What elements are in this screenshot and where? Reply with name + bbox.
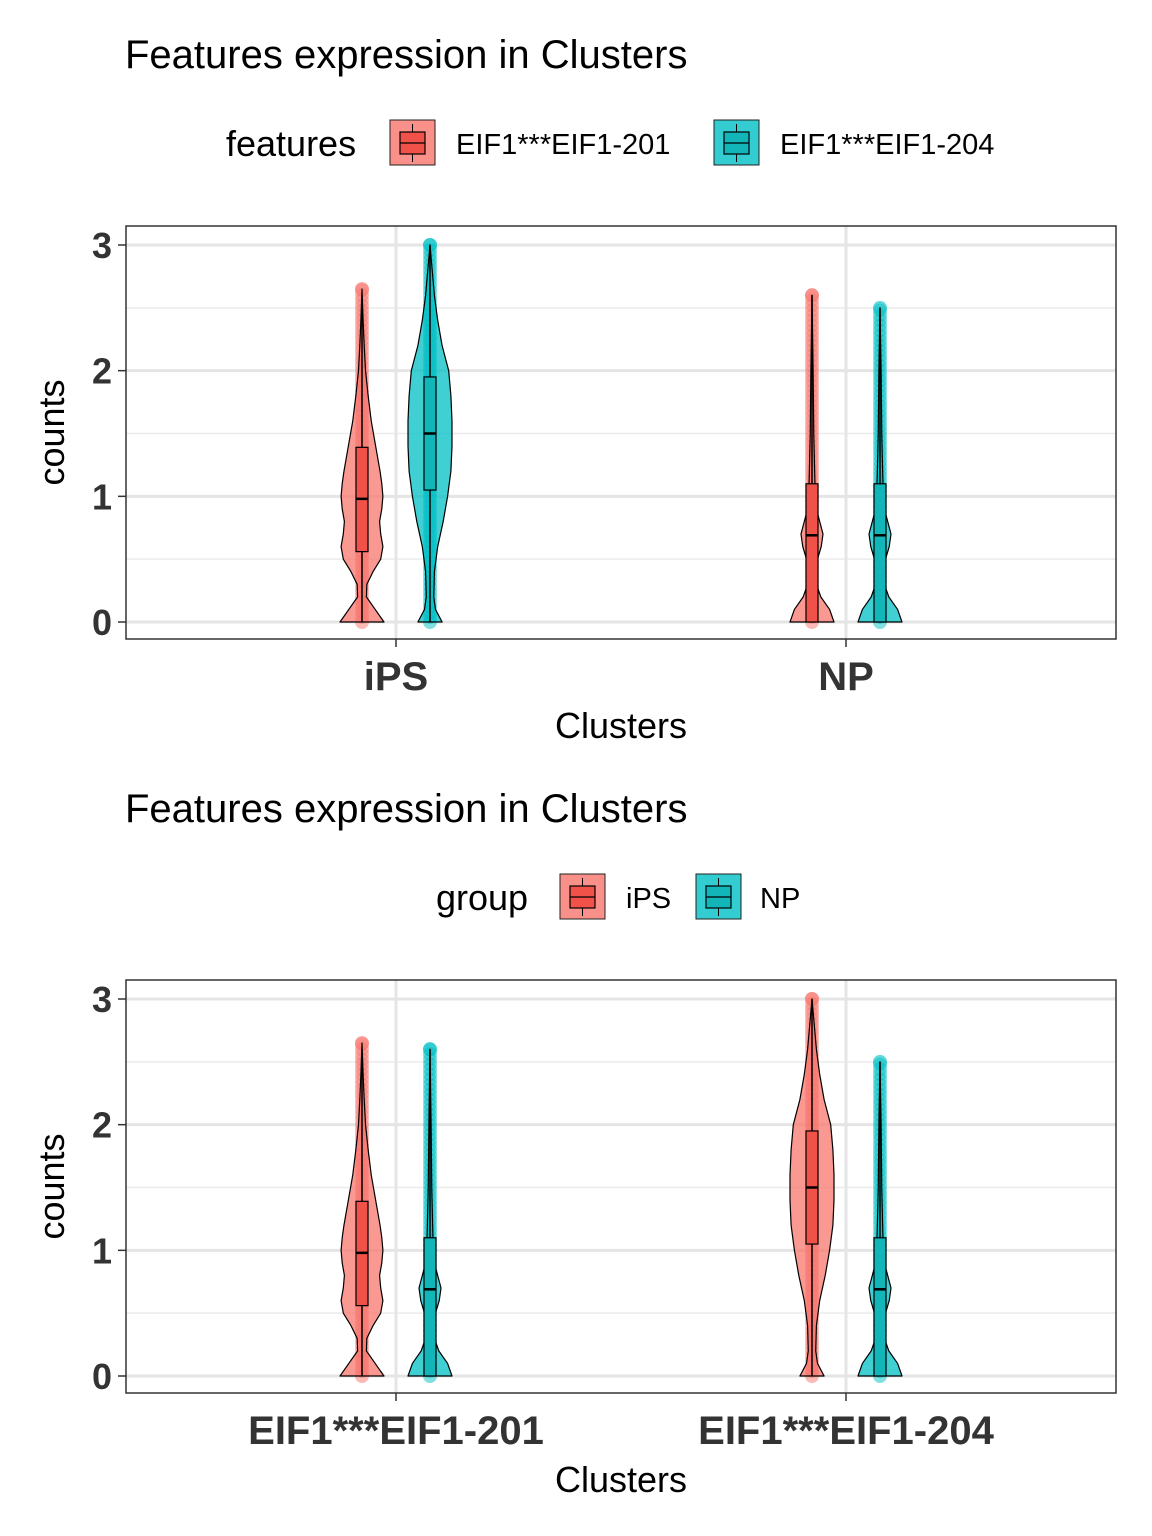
y-tick-label: 2: [92, 1105, 112, 1146]
violin-NP_201: [407, 1042, 453, 1383]
box: [873, 483, 887, 623]
legend-label: EIF1***EIF1-204: [780, 129, 994, 161]
y-tick-label: 2: [92, 351, 112, 392]
box: [805, 483, 819, 623]
y-tick-label: 0: [92, 1356, 112, 1397]
chart-panel-2: Features expression in Clusters group iPS N…: [31, 787, 1117, 1500]
violin-iPS_201: [339, 1035, 385, 1383]
x-tick-label: EIF1***EIF1-204: [698, 1409, 994, 1453]
violin-iPS_201: [339, 281, 385, 629]
y-tick-label: 0: [92, 602, 112, 643]
violin-NP_201: [789, 288, 835, 629]
box: [423, 1237, 437, 1377]
violin-iPS_204: [407, 238, 453, 629]
y-tick-label: 3: [92, 979, 112, 1020]
y-axis-label: counts: [31, 379, 72, 485]
violin-NP_204: [857, 300, 903, 629]
y-axis-label: counts: [31, 1133, 72, 1239]
y-tick-label: 1: [92, 1230, 112, 1271]
violin-iPS_204: [789, 992, 835, 1383]
panel-border: [125, 225, 1117, 640]
x-tick-label: NP: [818, 655, 874, 699]
x-tick-label: iPS: [364, 655, 428, 699]
legend-title: group: [436, 877, 528, 918]
x-tick-label: EIF1***EIF1-201: [248, 1409, 544, 1453]
legend-label: EIF1***EIF1-201: [456, 129, 670, 161]
y-tick-label: 1: [92, 476, 112, 517]
chart-title: Features expression in Clusters: [125, 787, 687, 831]
x-axis-label: Clusters: [555, 1459, 687, 1500]
y-tick-label: 3: [92, 225, 112, 266]
violin-NP_204: [857, 1054, 903, 1383]
x-axis-label: Clusters: [555, 705, 687, 746]
chart-panel-1: Features expression in Clusters features E…: [31, 33, 1117, 746]
legend: features EIF1***EIF1-201 EIF1***EIF1-204: [226, 119, 994, 166]
chart-title: Features expression in Clusters: [125, 33, 687, 77]
legend: group iPS NP: [436, 873, 800, 920]
box: [873, 1237, 887, 1377]
panel-border: [125, 979, 1117, 1394]
legend-label: NP: [760, 883, 800, 915]
legend-title: features: [226, 123, 356, 164]
legend-label: iPS: [626, 883, 671, 915]
